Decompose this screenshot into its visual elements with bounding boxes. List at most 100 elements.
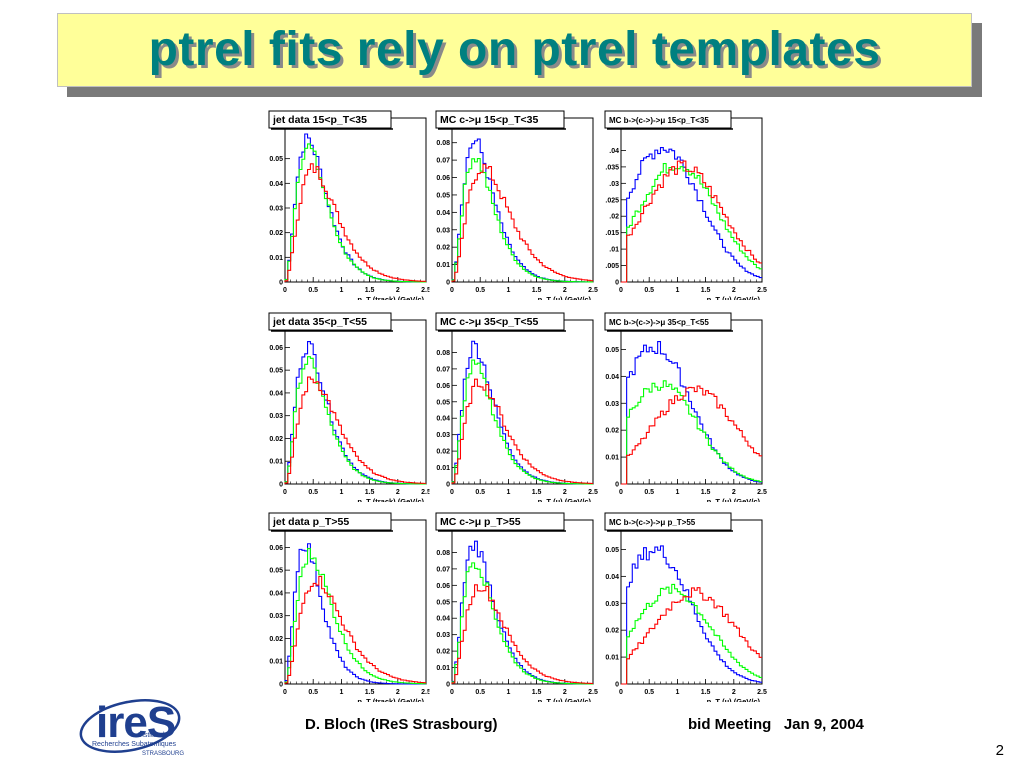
x-tick-label: 1	[506, 689, 510, 696]
histogram-series-line	[451, 562, 593, 685]
y-tick-label: 0.02	[605, 428, 619, 435]
label-mask	[430, 300, 596, 312]
histogram-series-line	[621, 163, 762, 283]
y-tick-label: 0.05	[436, 599, 450, 606]
y-tick-label: 0.06	[269, 345, 283, 352]
x-tick-label: 0	[619, 489, 623, 496]
y-tick-label: 0.06	[269, 545, 283, 552]
logo-line2: Recherches Subatomiques	[92, 741, 177, 748]
x-tick-label: 0	[283, 689, 287, 696]
x-tick-label: 1	[339, 489, 343, 496]
panel-title: MC b->(c->)->μ 15<p_T<35	[609, 116, 709, 125]
x-tick-label: 2	[732, 489, 736, 496]
histogram-panel: 0 0.01 0.02 0.03 0.04 0.05 0 0.5 1 1.5 2 2.5p_T (μ)…	[598, 509, 767, 714]
label-mask	[599, 300, 765, 312]
y-tick-label: 0.08	[436, 350, 450, 357]
y-tick-label: 0.03	[269, 613, 283, 620]
x-tick-label: 2.5	[757, 489, 767, 496]
y-tick-label: 0	[446, 280, 450, 287]
y-tick-label: 0.01	[605, 455, 619, 462]
x-tick-label: 1.5	[532, 489, 542, 496]
x-tick-label: 0.5	[475, 689, 485, 696]
y-tick-label: 0.07	[436, 366, 450, 373]
x-tick-label: 0.5	[308, 489, 318, 496]
y-tick-label: 0	[615, 682, 619, 689]
x-tick-label: 0	[619, 287, 623, 294]
x-tick-label: 2	[396, 489, 400, 496]
histogram-series-line	[451, 584, 593, 684]
panel-title: jet data 35<p_T<55	[272, 316, 367, 328]
panel-title: jet data p_T>55	[272, 516, 349, 528]
x-tick-label: 1.5	[701, 287, 711, 294]
slide-title: ptrel fits rely on ptrel templates	[148, 22, 881, 76]
x-tick-label: 0	[619, 689, 623, 696]
x-tick-label: 0.5	[308, 689, 318, 696]
y-tick-label: 0	[615, 280, 619, 287]
panel-title: MC c->μ 35<p_T<55	[440, 316, 539, 328]
histogram-panel: 0 0.01 0.02 0.03 0.04 0.05 0.06 0 0.5 1 1.5 2 2.5p_T…	[262, 309, 431, 514]
label-mask	[263, 702, 429, 714]
histogram-series-line	[284, 548, 426, 685]
x-tick-label: 1.5	[365, 689, 375, 696]
histogram-series-line	[284, 543, 426, 685]
logo-line1: Institut de	[138, 732, 169, 739]
y-tick-label: 0	[279, 682, 283, 689]
histogram-series-line	[621, 341, 762, 485]
x-axis-label: p_T (μ) (GeV/c)	[707, 295, 761, 304]
histogram-panel: 0 0.01 0.02 0.03 0.04 0.05 0.06 0.07 0.08 0 0.5 1 1.…	[429, 107, 598, 312]
panel-title: jet data 15<p_T<35	[272, 114, 367, 126]
y-tick-label: 0.01	[605, 655, 619, 662]
logo-line3: STRASBOURG	[142, 751, 185, 757]
x-tick-label: 0.5	[475, 287, 485, 294]
x-tick-label: 2	[396, 689, 400, 696]
y-tick-label: 0.05	[605, 547, 619, 554]
title-box	[57, 13, 972, 87]
y-tick-label: 0.04	[436, 416, 450, 423]
panel-background	[598, 107, 766, 303]
y-tick-label: 0.04	[605, 374, 619, 381]
panel-title-box	[435, 512, 565, 531]
footer-author: D. Bloch (IReS Strasbourg)	[305, 716, 498, 733]
panel-background	[598, 509, 766, 705]
x-axis-label: p_T (μ) (GeV/c)	[538, 295, 592, 304]
x-axis-label: p_T (track) (GeV/c)	[357, 697, 424, 706]
y-tick-label: .025	[605, 197, 619, 204]
panel-title-box	[268, 110, 392, 129]
histogram-series-line	[621, 146, 762, 283]
panel-title: MC b->(c->)->μ 35<p_T<55	[609, 318, 709, 327]
x-tick-label: 1	[339, 689, 343, 696]
x-tick-label: 1.5	[365, 287, 375, 294]
x-tick-label: 1.5	[365, 489, 375, 496]
y-tick-label: 0.01	[436, 465, 450, 472]
x-tick-label: 0.5	[644, 689, 654, 696]
x-tick-label: 1	[506, 287, 510, 294]
x-tick-label: 1	[675, 689, 679, 696]
y-tick-label: .035	[605, 164, 619, 171]
y-tick-label: 0.05	[436, 399, 450, 406]
y-tick-label: 0.04	[269, 181, 283, 188]
y-tick-label: 0	[279, 280, 283, 287]
histogram-series-line	[621, 583, 762, 685]
y-tick-label: 0.01	[436, 665, 450, 672]
x-tick-label: 0	[450, 287, 454, 294]
histogram-panel: 0 0.01 0.02 0.03 0.04 0.05 0 0.5 1 1.5 2 2.5p_T (μ)…	[598, 309, 767, 514]
histogram-series-line	[451, 359, 593, 485]
histogram-series-line	[284, 356, 426, 485]
x-tick-label: 2	[563, 489, 567, 496]
histogram-series-line	[284, 575, 426, 684]
histogram-series-line	[284, 163, 426, 282]
x-tick-label: 2.5	[588, 287, 598, 294]
panel-title-box	[435, 110, 565, 129]
y-tick-label: 0	[446, 682, 450, 689]
x-tick-label: 0.5	[644, 287, 654, 294]
x-tick-label: 2.5	[421, 689, 431, 696]
x-tick-label: 2.5	[588, 689, 598, 696]
x-tick-label: 1	[339, 287, 343, 294]
x-tick-label: 0	[450, 689, 454, 696]
x-axis-label: p_T (μ) (GeV/c)	[538, 497, 592, 506]
y-tick-label: 0.06	[436, 175, 450, 182]
histogram-series-line	[621, 545, 762, 685]
y-tick-label: 0.05	[269, 568, 283, 575]
x-tick-label: 0	[450, 489, 454, 496]
